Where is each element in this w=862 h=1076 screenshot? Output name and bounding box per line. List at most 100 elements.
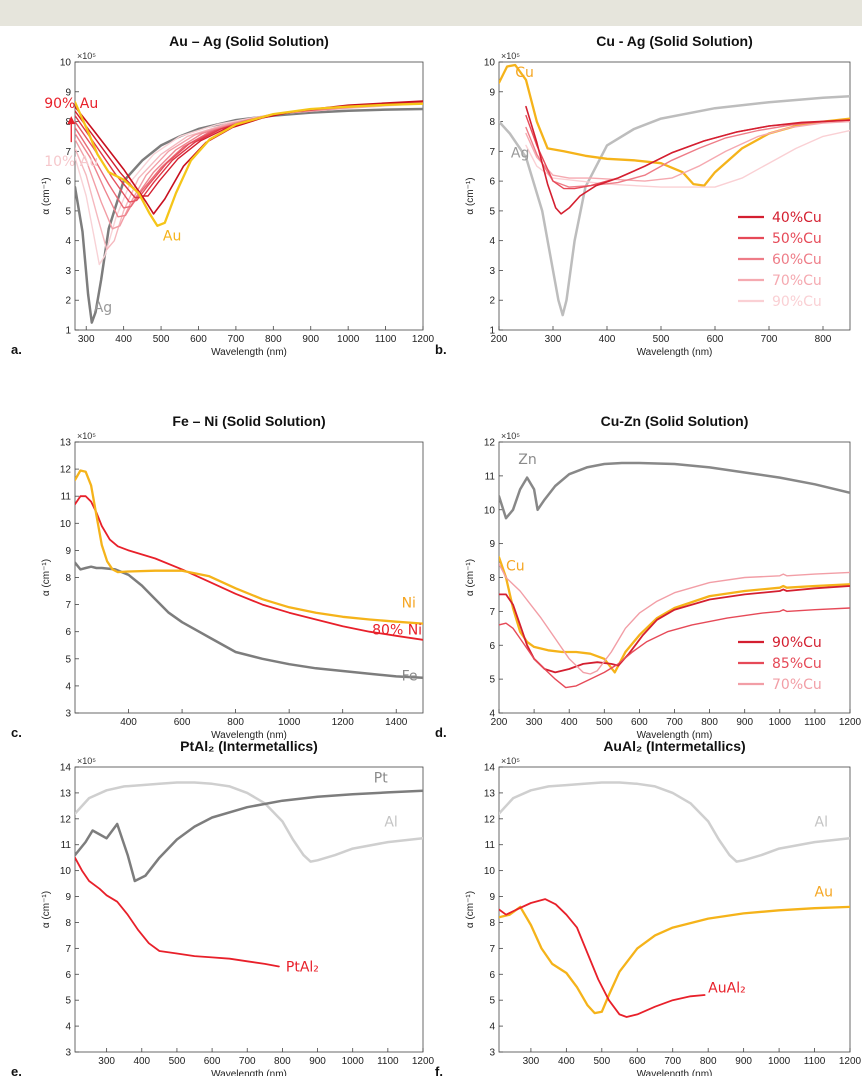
- y-tick-label: 6: [65, 177, 71, 188]
- x-tick-label: 700: [239, 1056, 256, 1067]
- chart-panel-6: 300 400 500 600 700 800 900 1000 1100 1200 3 4 5 6 7 8 9…: [435, 738, 862, 1076]
- y-tick-label: 7: [489, 607, 495, 618]
- legend-label: 90%Cu: [772, 635, 822, 651]
- y-tick-label: 7: [489, 944, 495, 955]
- x-tick-label: 500: [169, 1056, 186, 1067]
- y-tick-label: 8: [489, 918, 495, 929]
- y-tick-label: 11: [485, 471, 496, 482]
- y-tick-label: 4: [489, 1022, 495, 1033]
- x-tick-label: 1200: [332, 717, 355, 728]
- chart-panel-2: 200 300 400 500 600 700 800 1 2 3 4 5 6 7 8 9 10 ×10⁵ Cu -…: [435, 33, 851, 358]
- y-tick-label: 5: [489, 675, 495, 686]
- chart-title: AuAl₂ (Intermetallics): [603, 738, 745, 754]
- legend-label: 85%Cu: [772, 656, 822, 672]
- series-annotation: Pt: [374, 771, 388, 787]
- y-tick-label: 4: [65, 681, 71, 692]
- y-axis-label: α (cm⁻¹): [465, 177, 476, 214]
- panel-tag: b.: [435, 342, 447, 357]
- x-axis-label: Wavelength (nm): [211, 347, 287, 358]
- y-tick-label: 12: [60, 465, 72, 476]
- series-line-70-cu: [525, 120, 850, 182]
- x-tick-label: 1200: [412, 1056, 435, 1067]
- x-tick-label: 500: [593, 1056, 610, 1067]
- y-tick-label: 3: [489, 266, 495, 277]
- y-multiplier: ×10⁵: [77, 51, 96, 61]
- x-tick-label: 700: [228, 334, 245, 345]
- plot-frame: [74, 441, 424, 714]
- y-tick-label: 7: [65, 147, 71, 158]
- series-annotation: 10% Au: [44, 154, 98, 170]
- plot-frame: [74, 766, 424, 1053]
- chart-title: Fe – Ni (Solid Solution): [172, 413, 325, 429]
- y-axis-label: α (cm⁻¹): [465, 891, 476, 928]
- series-line-au: [499, 905, 850, 1015]
- series-line-40-cu: [525, 105, 850, 215]
- x-tick-label: 300: [78, 334, 95, 345]
- y-tick-label: 13: [60, 788, 72, 799]
- y-tick-label: 8: [489, 573, 495, 584]
- series-annotation: Cu: [515, 65, 534, 81]
- series-line-pt: [75, 789, 423, 883]
- x-tick-label: 300: [526, 717, 543, 728]
- series-group: [499, 63, 850, 317]
- y-multiplier: ×10⁵: [501, 756, 520, 766]
- plot-frame: [74, 61, 424, 331]
- series-group: [75, 469, 423, 680]
- y-tick-label: 9: [489, 892, 495, 903]
- y-tick-label: 5: [489, 996, 495, 1007]
- x-tick-label: 1100: [375, 334, 397, 345]
- y-tick-label: 9: [65, 546, 71, 557]
- y-tick-label: 4: [65, 1022, 71, 1033]
- x-tick-label: 1100: [377, 1056, 399, 1067]
- series-annotation: Au: [163, 229, 181, 245]
- y-tick-label: 5: [65, 654, 71, 665]
- x-tick-label: 800: [265, 334, 282, 345]
- series-annotation: AuAl₂: [708, 980, 746, 996]
- series-line-60-cu: [525, 119, 850, 188]
- y-tick-label: 11: [485, 840, 496, 851]
- y-tick-label: 11: [61, 840, 72, 851]
- x-tick-label: 400: [558, 1056, 575, 1067]
- y-tick-label: 5: [65, 206, 71, 217]
- chart-title: PtAl₂ (Intermetallics): [180, 738, 318, 754]
- x-tick-label: 1100: [804, 717, 826, 728]
- x-axis-label: Wavelength (nm): [637, 347, 713, 358]
- x-tick-label: 800: [274, 1056, 291, 1067]
- series-line-ni: [75, 469, 423, 625]
- y-tick-label: 9: [489, 87, 495, 98]
- legend: 90%Cu 85%Cu 70%Cu: [738, 635, 822, 693]
- x-tick-label: 800: [227, 717, 244, 728]
- x-tick-label: 1400: [385, 717, 408, 728]
- series-annotation: 90% Au: [44, 96, 98, 112]
- chart-panel-5: 300 400 500 600 700 800 900 1000 1100 1200 3 4 5 6 7 8 9…: [11, 738, 435, 1076]
- chart-title: Cu-Zn (Solid Solution): [601, 413, 749, 429]
- legend-label: 70%Cu: [772, 677, 822, 693]
- chart-title: Au – Ag (Solid Solution): [169, 33, 329, 49]
- arrow-head: [67, 116, 76, 125]
- y-tick-label: 4: [489, 709, 495, 720]
- series-group: [75, 100, 423, 324]
- y-tick-label: 10: [60, 519, 72, 530]
- chart-title: Cu - Ag (Solid Solution): [596, 33, 753, 49]
- y-tick-label: 12: [484, 814, 496, 825]
- x-tick-label: 1200: [839, 717, 862, 728]
- y-multiplier: ×10⁵: [501, 51, 520, 61]
- x-tick-label: 1000: [278, 717, 301, 728]
- y-tick-label: 8: [489, 117, 495, 128]
- x-tick-label: 600: [631, 717, 648, 728]
- chart-panel-4: 200 300 400 500 600 700 800 900 1000 1100 1200 4 5 6 7…: [435, 413, 862, 741]
- y-tick-label: 2: [65, 296, 71, 307]
- y-tick-label: 7: [65, 944, 71, 955]
- x-tick-label: 400: [599, 334, 616, 345]
- y-tick-label: 3: [65, 266, 71, 277]
- series-line-90-cu: [525, 129, 850, 188]
- legend-label: 60%Cu: [772, 252, 822, 268]
- x-tick-label: 500: [153, 334, 170, 345]
- chart-panel-1: 300 400 500 600 700 800 900 1000 1100 1200 1 2 3 4 5 6 7…: [11, 33, 435, 358]
- y-tick-label: 1: [65, 326, 71, 337]
- y-tick-label: 3: [489, 1048, 495, 1059]
- x-tick-label: 700: [666, 717, 683, 728]
- series-line-al: [499, 781, 850, 863]
- x-tick-label: 200: [491, 717, 508, 728]
